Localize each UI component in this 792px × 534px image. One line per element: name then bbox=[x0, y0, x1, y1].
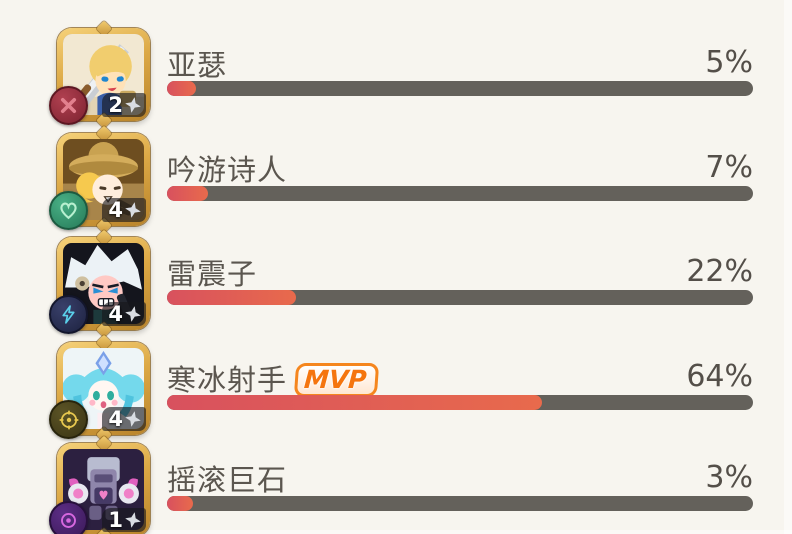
star-level-badge: 4 bbox=[102, 407, 146, 431]
damage-bar-fill bbox=[167, 186, 209, 201]
star-count: 4 bbox=[108, 407, 123, 431]
damage-bar-track bbox=[167, 496, 753, 511]
star-icon bbox=[124, 96, 143, 115]
star-count: 4 bbox=[108, 198, 123, 222]
star-icon bbox=[124, 511, 143, 530]
star-count: 1 bbox=[108, 508, 123, 532]
damage-bar-fill bbox=[167, 290, 296, 305]
damage-percent: 7% bbox=[705, 150, 753, 185]
character-portrait-leizhenzi[interactable]: 4 bbox=[49, 237, 150, 334]
crossed-swords-icon bbox=[49, 86, 88, 125]
damage-percent: 22% bbox=[686, 254, 753, 289]
damage-percent: 64% bbox=[686, 359, 753, 394]
character-name: 寒冰射手 bbox=[167, 363, 288, 397]
damage-bar-track bbox=[167, 186, 753, 201]
character-row: 1 摇滚巨石 3% bbox=[0, 443, 792, 534]
mvp-badge: MVP bbox=[293, 363, 379, 397]
star-icon bbox=[124, 410, 143, 429]
star-icon bbox=[124, 305, 143, 324]
crosshair-icon bbox=[49, 400, 88, 439]
character-row: 2 亚瑟 5% bbox=[0, 28, 792, 138]
character-row: 4 雷震子 22% bbox=[0, 237, 792, 347]
damage-bar-fill bbox=[167, 395, 543, 410]
panel-right-edge bbox=[784, 0, 792, 534]
star-level-badge: 4 bbox=[102, 302, 146, 326]
character-name: 亚瑟 bbox=[167, 48, 228, 82]
star-count: 4 bbox=[108, 302, 123, 326]
panel-bottom-edge bbox=[0, 530, 792, 534]
character-portrait-bard[interactable]: 4 bbox=[49, 133, 150, 230]
damage-bar-track bbox=[167, 81, 753, 96]
star-level-badge: 1 bbox=[102, 508, 146, 532]
character-portrait-arthur[interactable]: 2 bbox=[49, 28, 150, 125]
heart-icon bbox=[49, 191, 88, 230]
character-name: 吟游诗人 bbox=[167, 153, 288, 187]
damage-bar-track bbox=[167, 395, 753, 410]
damage-bar-track bbox=[167, 290, 753, 305]
character-row: 4 吟游诗人 7% bbox=[0, 133, 792, 243]
star-level-badge: 4 bbox=[102, 198, 146, 222]
star-level-badge: 2 bbox=[102, 93, 146, 117]
character-portrait-frost-archer[interactable]: 4 bbox=[49, 342, 150, 439]
character-name: 摇滚巨石 bbox=[167, 463, 288, 497]
character-portrait-rock-golem[interactable]: 1 bbox=[49, 443, 150, 534]
lightning-icon bbox=[49, 295, 88, 334]
character-row: 4 寒冰射手 MVP 64% bbox=[0, 342, 792, 452]
damage-percent: 3% bbox=[705, 460, 753, 495]
character-name: 雷震子 bbox=[167, 257, 258, 291]
star-count: 2 bbox=[108, 93, 123, 117]
damage-bar-fill bbox=[167, 496, 193, 511]
damage-bar-fill bbox=[167, 81, 197, 96]
damage-percent: 5% bbox=[705, 45, 753, 80]
swirl-icon bbox=[49, 501, 88, 534]
star-icon bbox=[124, 201, 143, 220]
